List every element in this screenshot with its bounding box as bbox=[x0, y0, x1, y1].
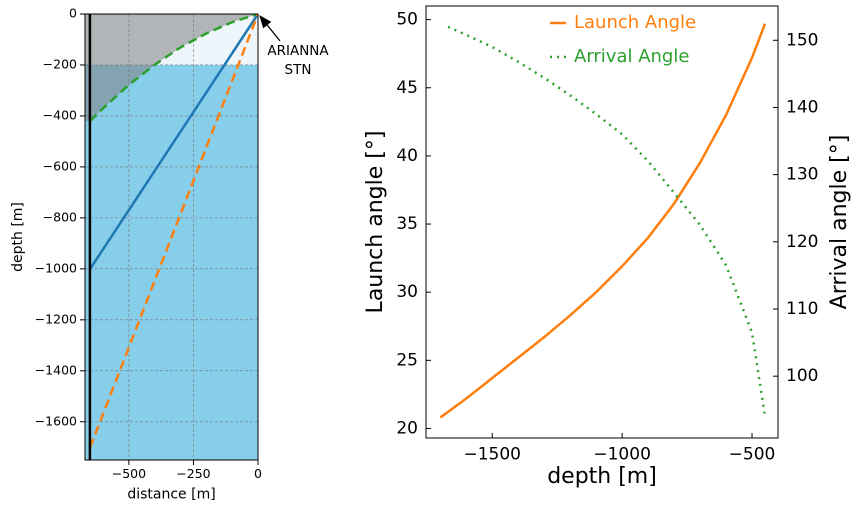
x-tick-label: −1000 bbox=[593, 445, 651, 465]
y-axis-label: depth [m] bbox=[10, 202, 26, 272]
y2-tick-label: 120 bbox=[786, 232, 818, 252]
y-tick-label: 45 bbox=[396, 78, 418, 98]
y-tick-label: −1600 bbox=[35, 413, 77, 428]
y2-tick-label: 140 bbox=[786, 97, 818, 117]
legend-label: Arrival Angle bbox=[574, 46, 689, 67]
shadow-zone bbox=[85, 14, 258, 122]
axes-frame bbox=[425, 5, 779, 439]
y-tick-label: −1400 bbox=[35, 362, 77, 377]
x-axis-label: distance [m] bbox=[127, 487, 215, 503]
y-tick-label: 30 bbox=[396, 282, 418, 302]
data-line bbox=[89, 14, 258, 122]
y-tick-label: 40 bbox=[396, 146, 418, 166]
data-line bbox=[88, 14, 258, 448]
y-tick-label: 50 bbox=[396, 10, 418, 30]
y-tick-label: −1200 bbox=[35, 311, 77, 326]
layer bbox=[85, 64, 258, 460]
x-tick-label: −500 bbox=[729, 445, 776, 465]
annotation-arrow bbox=[259, 14, 281, 42]
axes-frame bbox=[84, 13, 259, 461]
data-line bbox=[447, 25, 767, 417]
annotation-text: STN bbox=[285, 62, 312, 78]
y-tick-label: −800 bbox=[43, 209, 77, 224]
y2-tick-label: 130 bbox=[786, 165, 818, 185]
data-line bbox=[439, 23, 767, 419]
x-tick-label: 0 bbox=[254, 466, 262, 481]
plot-area bbox=[85, 14, 258, 460]
y2-tick-label: 100 bbox=[786, 366, 818, 386]
y-tick-label: −600 bbox=[43, 158, 77, 173]
y-tick-label: 35 bbox=[396, 214, 418, 234]
y2-tick-label: 110 bbox=[786, 299, 818, 319]
y-tick-label: −400 bbox=[43, 107, 77, 122]
x-tick-label: −1500 bbox=[463, 445, 521, 465]
y2-tick-label: 150 bbox=[786, 30, 818, 50]
x-axis-label: depth [m] bbox=[547, 464, 657, 489]
plot-area bbox=[439, 23, 767, 419]
y2-axis-label: Arrival angle [°] bbox=[827, 135, 852, 310]
y-tick-label: 25 bbox=[396, 350, 418, 370]
y-tick-label: −200 bbox=[43, 56, 77, 71]
y-tick-label: −1000 bbox=[35, 260, 77, 275]
y-axis-label: Launch angle [°] bbox=[363, 131, 388, 314]
x-tick-label: −500 bbox=[112, 466, 146, 481]
data-line bbox=[89, 14, 258, 270]
y-tick-label: 20 bbox=[396, 418, 418, 438]
legend-label: Launch Angle bbox=[574, 12, 696, 33]
annotation-text: ARIANNA bbox=[267, 43, 329, 59]
x-tick-label: −250 bbox=[176, 466, 210, 481]
y-tick-label: 0 bbox=[69, 6, 77, 21]
